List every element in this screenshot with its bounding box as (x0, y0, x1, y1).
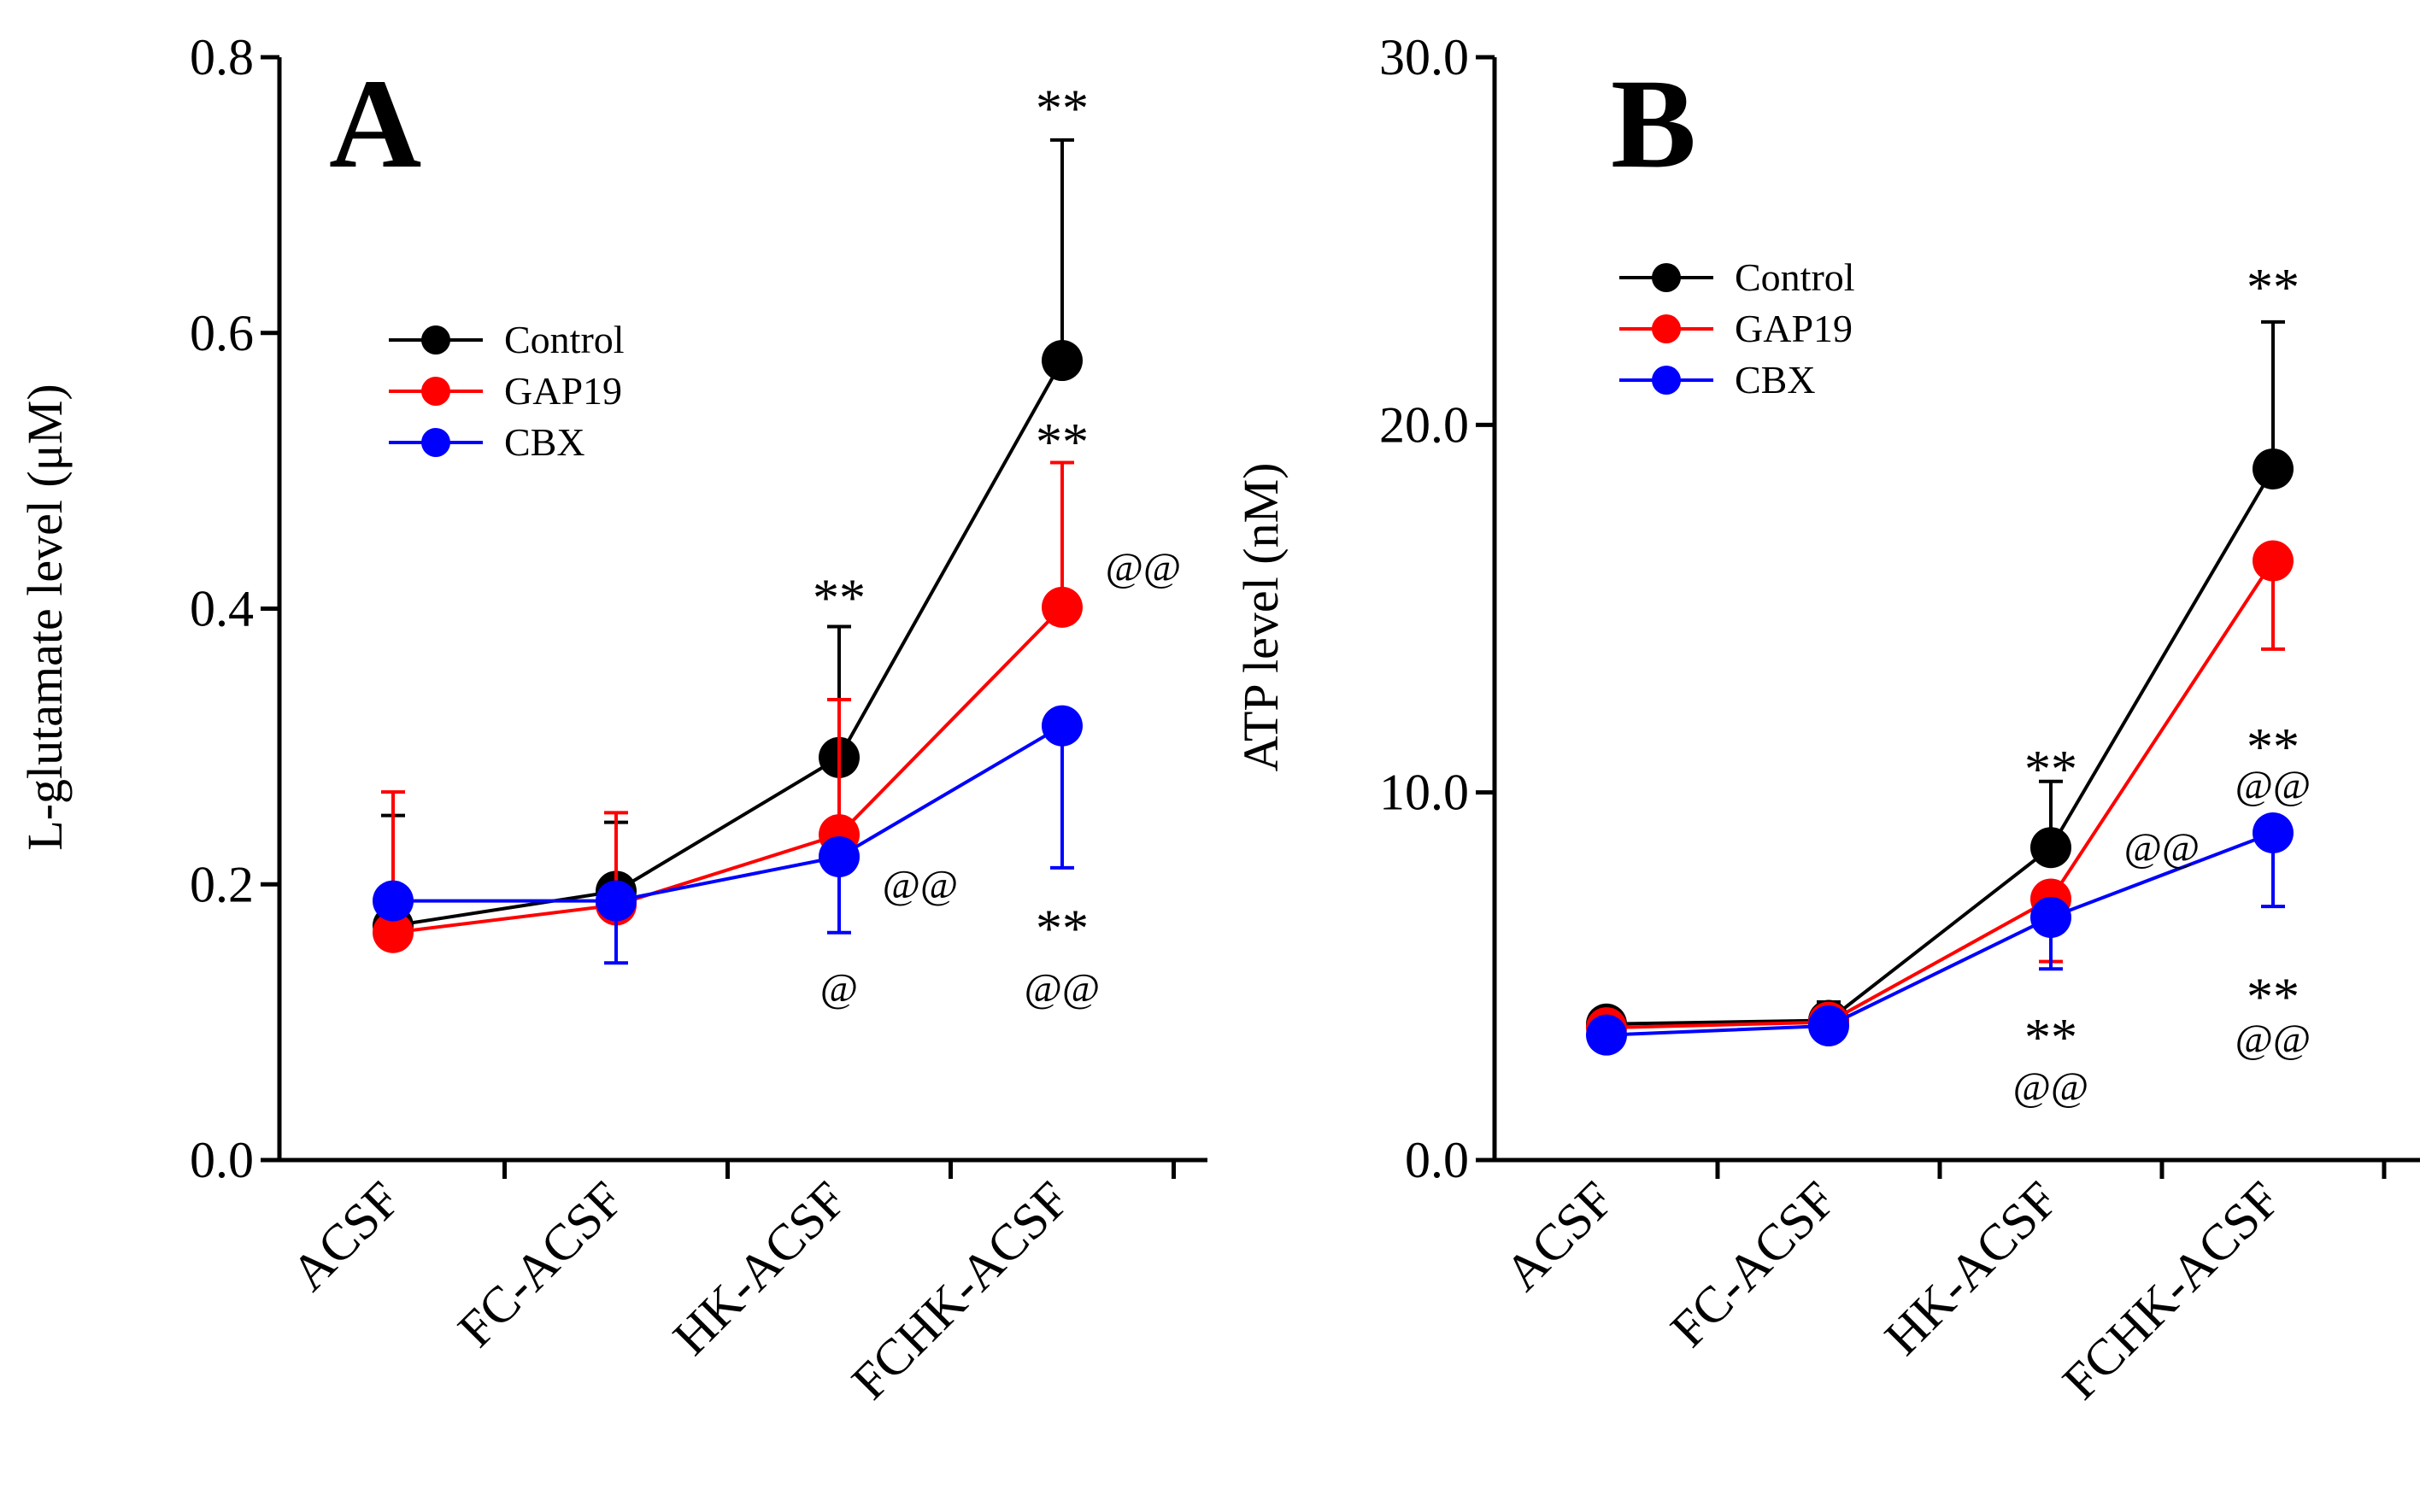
significance-stars: ** (1036, 79, 1089, 138)
significance-stars: ** (2247, 969, 2300, 1027)
legend-marker (1652, 314, 1681, 343)
y-tick-label: 0.2 (190, 856, 254, 912)
legend-marker (421, 377, 450, 406)
legend: Control GAP19 CBX (1619, 255, 1855, 401)
x-tick-label: FC-ACSF (1659, 1171, 1847, 1358)
significance-stars: ** (2247, 718, 2300, 777)
significance-stars: ** (2024, 741, 2077, 799)
x-tick-label: FC-ACSF (447, 1171, 634, 1358)
data-point (2253, 448, 2294, 489)
y-tick-label: 30.0 (1379, 29, 1469, 85)
legend-entry: GAP19 (1735, 307, 1853, 350)
y-tick-label: 20.0 (1379, 396, 1469, 453)
series-cbx (1586, 812, 2294, 1056)
data-point (2030, 827, 2071, 869)
x-tick-label: FCHK-ACSF (2052, 1171, 2291, 1410)
significance-at: @@ (883, 862, 958, 907)
significance-at: @@ (2235, 1017, 2311, 1062)
y-tick-label: 10.0 (1379, 765, 1469, 821)
significance-stars: ** (1036, 900, 1089, 958)
series-line (1606, 467, 2275, 1026)
x-tick-label: HK-ACSF (1874, 1171, 2069, 1366)
y-tick-label: 0.0 (1405, 1132, 1469, 1188)
y-tick-label: 0.0 (190, 1132, 254, 1188)
data-point (373, 880, 414, 922)
legend-marker (1652, 263, 1681, 292)
series-line (1606, 831, 2274, 1037)
legend-entry: Control (1735, 255, 1855, 299)
data-point (596, 880, 637, 922)
legend-marker (421, 325, 450, 355)
y-tick-label: 0.8 (190, 29, 254, 85)
legend-entry: CBX (504, 420, 585, 464)
series-line (392, 606, 1064, 935)
data-point (2253, 812, 2294, 854)
series-cbx (373, 705, 1083, 965)
significance-stars: ** (813, 569, 866, 627)
series-control (1586, 319, 2294, 1045)
x-tick-label: ACSF (280, 1171, 411, 1302)
data-point (1586, 1014, 1627, 1056)
significance-at: @@ (1106, 545, 1181, 590)
panel-label: A (329, 53, 421, 195)
data-point (1042, 340, 1083, 382)
data-point (819, 835, 860, 877)
data-point (373, 911, 414, 953)
y-tick-label: 0.4 (190, 581, 254, 637)
x-tick-label: HK-ACSF (662, 1171, 857, 1366)
significance-at: @ (820, 965, 858, 1011)
significance-stars: ** (2024, 1009, 2077, 1067)
significance-stars: ** (1036, 413, 1089, 472)
chart-panel-a: 0.0 0.2 0.4 0.6 0.8 ACSF FC-ACSF HK-ACSFFCHK-AC… (17, 29, 1207, 1410)
chart-panel-b: 0.0 10.0 20.0 30.0 ACSF FC-ACSF HK-ACSFFCHK-AC… (1233, 29, 2420, 1410)
significance-at: @@ (1025, 965, 1100, 1011)
y-axis-label: ATP level (nM) (1233, 463, 1289, 772)
data-point (2253, 540, 2294, 582)
y-axis-label: L-glutamate level (μM) (17, 384, 73, 850)
x-tick-label: ACSF (1494, 1171, 1624, 1302)
panel-label: B (1611, 53, 1696, 195)
significance-stars: ** (2247, 259, 2300, 317)
y-tick-label: 0.6 (190, 305, 254, 361)
legend: Control GAP19 CBX (389, 318, 625, 464)
data-point (1042, 705, 1083, 747)
series-line (393, 724, 1064, 903)
data-point (2030, 896, 2071, 938)
legend-entry: CBX (1735, 358, 1816, 401)
series-control (373, 138, 1083, 946)
legend-marker (1652, 366, 1681, 395)
data-point (1808, 1005, 1849, 1046)
data-point (1042, 586, 1083, 628)
significance-at: @@ (2013, 1064, 2088, 1110)
series-line (1606, 560, 2275, 1030)
x-tick-label: FCHK-ACSF (841, 1171, 1080, 1410)
legend-entry: GAP19 (504, 369, 622, 413)
significance-at: @@ (2235, 763, 2311, 808)
series-line (392, 360, 1064, 928)
legend-marker (421, 428, 450, 457)
legend-entry: Control (504, 318, 625, 361)
significance-at: @@ (2124, 825, 2200, 870)
